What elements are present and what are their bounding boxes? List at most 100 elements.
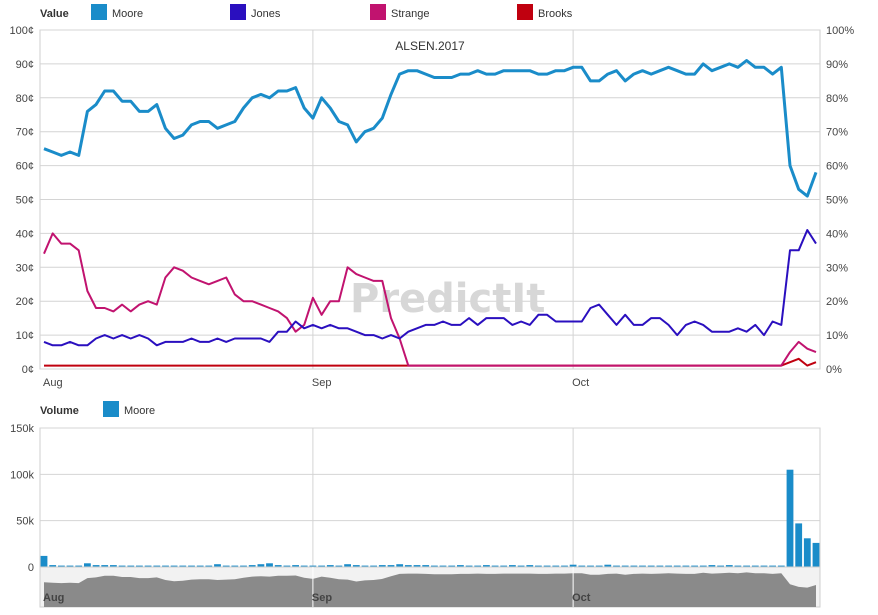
volume-bar[interactable] xyxy=(413,565,421,567)
volume-bar[interactable] xyxy=(509,565,516,567)
volume-bar[interactable] xyxy=(257,564,265,567)
volume-bar[interactable] xyxy=(101,565,109,567)
legend-swatch-jones[interactable] xyxy=(230,4,246,20)
volume-legend-swatch-moore[interactable] xyxy=(103,401,119,417)
volume-bar[interactable] xyxy=(274,565,282,567)
volume-bar[interactable] xyxy=(214,564,221,567)
volume-bar[interactable] xyxy=(378,565,386,567)
volume-bar[interactable] xyxy=(483,565,490,567)
volume-bar[interactable] xyxy=(292,565,299,567)
volume-bar[interactable] xyxy=(153,565,161,567)
volume-bar[interactable] xyxy=(621,565,629,567)
volume-bar[interactable] xyxy=(561,565,568,567)
legend-label-brooks[interactable]: Brooks xyxy=(538,8,573,20)
volume-bar[interactable] xyxy=(517,565,525,567)
volume-bar[interactable] xyxy=(188,565,195,567)
series-line-jones[interactable] xyxy=(43,229,817,347)
volume-bar[interactable] xyxy=(760,565,768,567)
volume-bar[interactable] xyxy=(569,564,577,567)
volume-bar[interactable] xyxy=(110,565,117,567)
volume-bar[interactable] xyxy=(361,565,369,567)
volume-bar[interactable] xyxy=(639,565,646,567)
volume-bar[interactable] xyxy=(118,565,126,567)
volume-bar[interactable] xyxy=(491,565,499,567)
volume-bar[interactable] xyxy=(127,565,135,567)
volume-bar[interactable] xyxy=(535,565,542,567)
volume-bar[interactable] xyxy=(647,565,655,567)
volume-bar[interactable] xyxy=(283,565,291,567)
volume-bar[interactable] xyxy=(725,565,733,567)
volume-bar[interactable] xyxy=(673,565,681,567)
volume-bar[interactable] xyxy=(786,469,794,567)
volume-bar[interactable] xyxy=(40,555,48,567)
volume-bar[interactable] xyxy=(162,565,169,567)
volume-bar[interactable] xyxy=(335,565,343,567)
volume-bar[interactable] xyxy=(656,565,664,567)
volume-bar[interactable] xyxy=(803,538,811,567)
volume-bar[interactable] xyxy=(196,565,204,567)
volume-bar[interactable] xyxy=(552,565,560,567)
volume-bar[interactable] xyxy=(543,565,551,567)
volume-bar[interactable] xyxy=(326,565,334,567)
volume-bar[interactable] xyxy=(75,565,83,567)
volume-bar[interactable] xyxy=(266,563,273,567)
volume-bar[interactable] xyxy=(387,565,395,567)
volume-bar[interactable] xyxy=(769,565,776,567)
volume-bar[interactable] xyxy=(136,565,143,567)
volume-bar[interactable] xyxy=(682,565,690,567)
volume-bar[interactable] xyxy=(777,565,785,567)
volume-bar[interactable] xyxy=(49,565,57,567)
volume-bar[interactable] xyxy=(474,565,482,567)
volume-bar[interactable] xyxy=(795,523,803,567)
volume-bar[interactable] xyxy=(812,542,820,567)
volume-bar[interactable] xyxy=(439,565,447,567)
volume-bar[interactable] xyxy=(717,565,724,567)
series-line-moore[interactable] xyxy=(43,59,818,198)
volume-bar[interactable] xyxy=(587,565,594,567)
volume-bar[interactable] xyxy=(526,565,534,567)
volume-bar[interactable] xyxy=(751,565,759,567)
volume-bar[interactable] xyxy=(309,565,317,567)
volume-bar[interactable] xyxy=(179,565,187,567)
legend-label-moore[interactable]: Moore xyxy=(112,8,143,20)
volume-bar[interactable] xyxy=(699,565,707,567)
volume-bar[interactable] xyxy=(58,565,65,567)
volume-bar[interactable] xyxy=(422,565,430,567)
series-line-strange[interactable] xyxy=(43,232,817,367)
legend-swatch-strange[interactable] xyxy=(370,4,386,20)
legend-label-strange[interactable]: Strange xyxy=(391,8,430,20)
volume-bar[interactable] xyxy=(396,564,404,567)
volume-bar[interactable] xyxy=(84,563,91,567)
volume-bar[interactable] xyxy=(66,565,74,567)
navigator[interactable]: Aug Sep Oct xyxy=(39,566,821,608)
volume-bar[interactable] xyxy=(613,565,620,567)
volume-bar[interactable] xyxy=(370,565,377,567)
volume-bar[interactable] xyxy=(431,565,438,567)
volume-bar[interactable] xyxy=(734,565,742,567)
volume-bar[interactable] xyxy=(665,565,672,567)
volume-bar[interactable] xyxy=(248,565,256,567)
volume-bar[interactable] xyxy=(708,565,716,567)
volume-bar[interactable] xyxy=(240,565,247,567)
legend-swatch-brooks[interactable] xyxy=(517,4,533,20)
volume-bar[interactable] xyxy=(578,565,586,567)
volume-bar[interactable] xyxy=(448,565,456,567)
volume-bar[interactable] xyxy=(144,565,152,567)
legend-label-jones[interactable]: Jones xyxy=(251,8,281,20)
volume-bar[interactable] xyxy=(595,565,603,567)
volume-bar[interactable] xyxy=(691,565,698,567)
volume-legend-label-moore[interactable]: Moore xyxy=(124,405,155,417)
volume-bar[interactable] xyxy=(500,565,508,567)
volume-bar[interactable] xyxy=(92,565,100,567)
volume-bar[interactable] xyxy=(205,565,213,567)
volume-bar[interactable] xyxy=(222,565,230,567)
volume-bar[interactable] xyxy=(170,565,178,567)
volume-bar[interactable] xyxy=(344,564,351,567)
volume-bar[interactable] xyxy=(743,565,750,567)
volume-bar[interactable] xyxy=(300,565,308,567)
volume-bar[interactable] xyxy=(457,565,464,567)
volume-bar[interactable] xyxy=(231,565,239,567)
volume-bar[interactable] xyxy=(604,564,612,567)
volume-bar[interactable] xyxy=(630,565,638,567)
volume-bar[interactable] xyxy=(352,565,360,567)
